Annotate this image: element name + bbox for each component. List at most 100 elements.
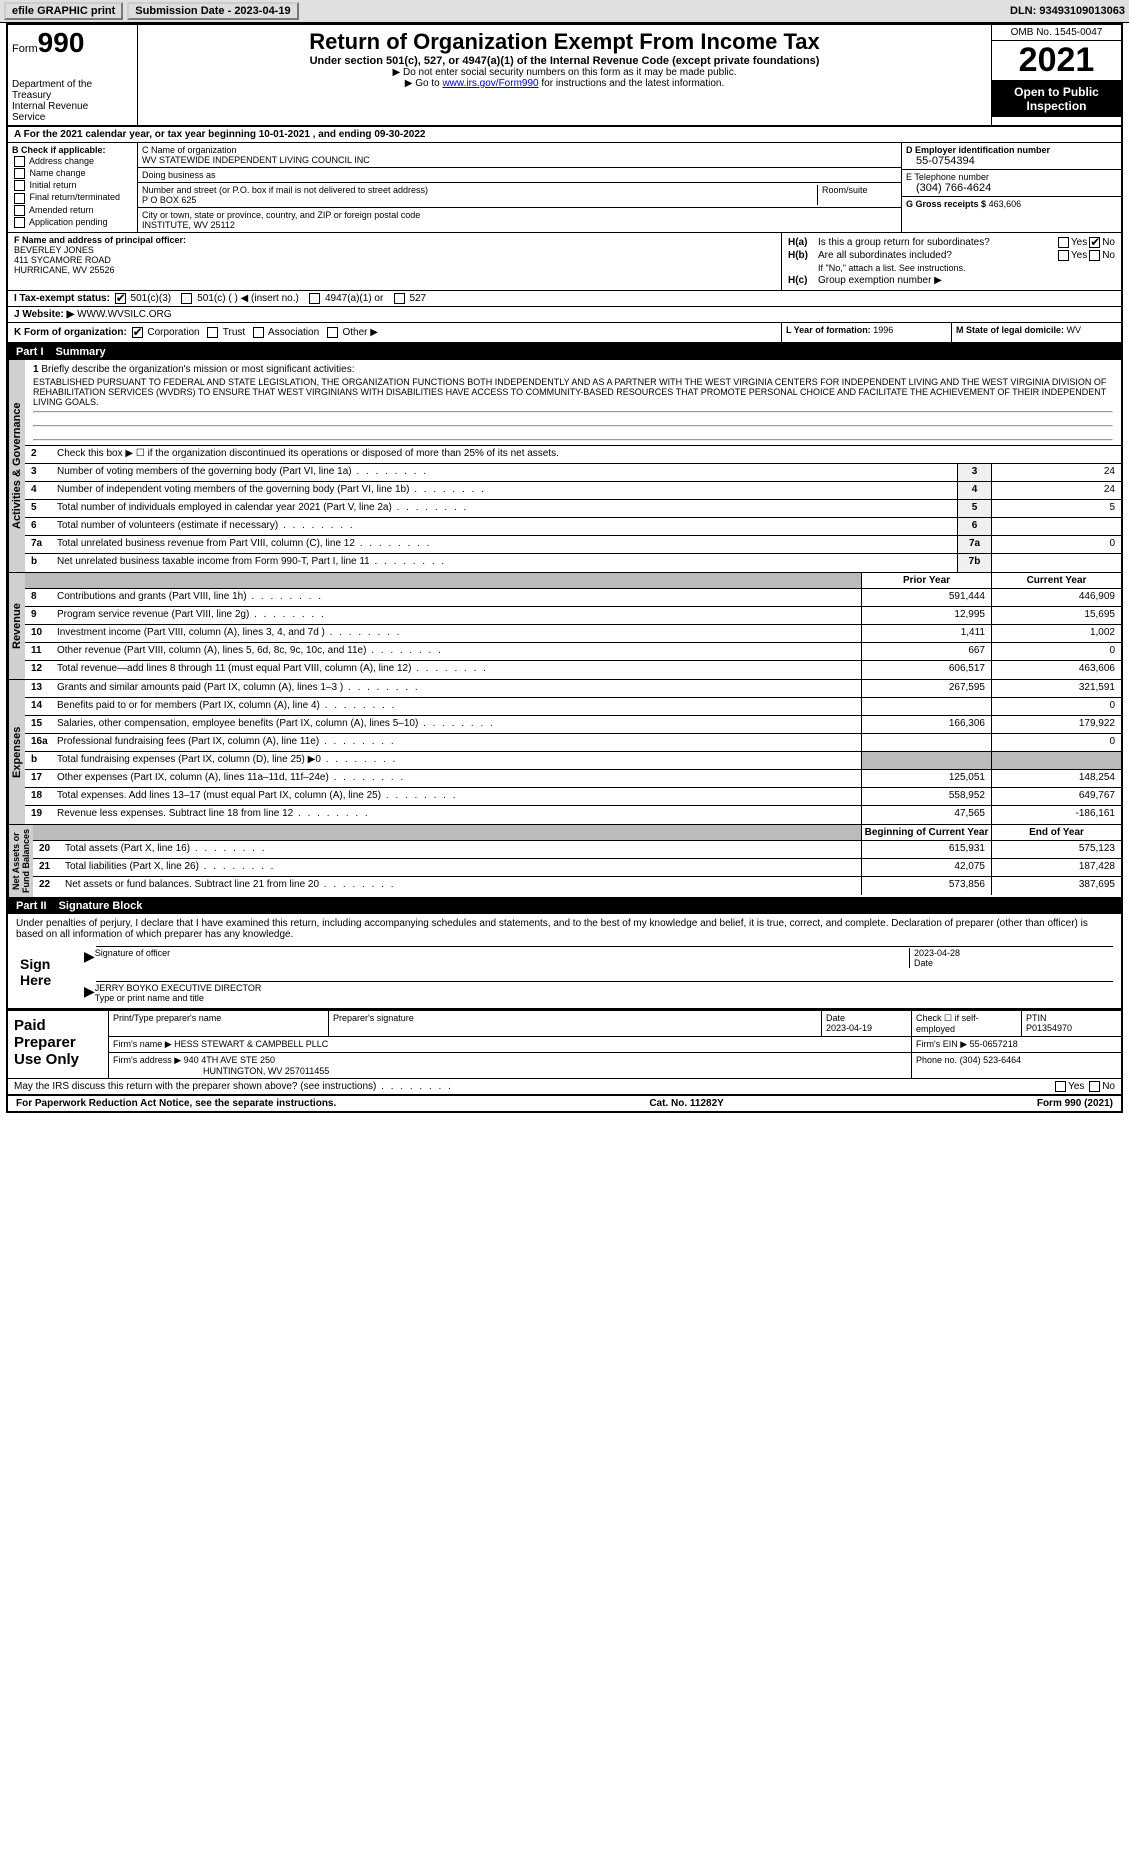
section-expenses: Expenses 13Grants and similar amounts pa… bbox=[8, 680, 1121, 825]
instructions-note: ▶ Go to www.irs.gov/Form990 for instruct… bbox=[142, 78, 987, 89]
section-governance: Activities & Governance 1 Briefly descri… bbox=[8, 360, 1121, 573]
irs-link[interactable]: www.irs.gov/Form990 bbox=[442, 78, 538, 89]
gov-line-7a: 7aTotal unrelated business revenue from … bbox=[25, 536, 1121, 554]
sign-here-label: Sign Here bbox=[16, 946, 76, 1004]
cb-501c[interactable] bbox=[181, 293, 192, 304]
discuss-row: May the IRS discuss this return with the… bbox=[8, 1078, 1121, 1094]
exp-lines-line-16a: 16aProfessional fundraising fees (Part I… bbox=[25, 734, 1121, 752]
cb-application-pending[interactable]: Application pending bbox=[12, 217, 133, 228]
gov-line-b: bNet unrelated business taxable income f… bbox=[25, 554, 1121, 572]
col-c-org-info: C Name of organizationWV STATEWIDE INDEP… bbox=[138, 143, 901, 232]
org-address: P O BOX 625 bbox=[142, 195, 817, 205]
signature-section: Under penalties of perjury, I declare th… bbox=[8, 914, 1121, 1009]
section-f-h: F Name and address of principal officer:… bbox=[8, 233, 1121, 291]
gross-receipts: 463,606 bbox=[989, 199, 1022, 209]
vert-governance: Activities & Governance bbox=[8, 360, 25, 572]
exp-lines-line-13: 13Grants and similar amounts paid (Part … bbox=[25, 680, 1121, 698]
cb-4947[interactable] bbox=[309, 293, 320, 304]
cb-association[interactable] bbox=[253, 327, 264, 338]
net-header: Beginning of Current Year End of Year bbox=[33, 825, 1121, 841]
form-subtitle: Under section 501(c), 527, or 4947(a)(1)… bbox=[142, 55, 987, 67]
cb-amended-return[interactable]: Amended return bbox=[12, 205, 133, 216]
row-a-tax-year: A For the 2021 calendar year, or tax yea… bbox=[8, 127, 1121, 143]
cb-other[interactable] bbox=[327, 327, 338, 338]
gov-line-3: 3Number of voting members of the governi… bbox=[25, 464, 1121, 482]
form-header: Form990 Department of the Treasury Inter… bbox=[8, 25, 1121, 127]
cb-address-change[interactable]: Address change bbox=[12, 156, 133, 167]
preparer-label: Paid Preparer Use Only bbox=[8, 1011, 108, 1078]
vert-expenses: Expenses bbox=[8, 680, 25, 824]
form-number: 990 bbox=[38, 27, 85, 58]
cb-corporation[interactable] bbox=[132, 327, 143, 338]
vert-revenue: Revenue bbox=[8, 573, 25, 679]
ha-no[interactable] bbox=[1089, 237, 1100, 248]
section-h: H(a)Is this a group return for subordina… bbox=[781, 233, 1121, 290]
exp-lines-line-18: 18Total expenses. Add lines 13–17 (must … bbox=[25, 788, 1121, 806]
hb-no[interactable] bbox=[1089, 250, 1100, 261]
cb-501c3[interactable] bbox=[115, 293, 126, 304]
mission-block: 1 Briefly describe the organization's mi… bbox=[25, 360, 1121, 446]
net-lines-line-22: 22Net assets or fund balances. Subtract … bbox=[33, 877, 1121, 895]
form-990-container: Form990 Department of the Treasury Inter… bbox=[6, 23, 1123, 1113]
section-b-c-d: B Check if applicable: Address change Na… bbox=[8, 143, 1121, 233]
gov-line-6: 6Total number of volunteers (estimate if… bbox=[25, 518, 1121, 536]
col-b-checkboxes: B Check if applicable: Address change Na… bbox=[8, 143, 138, 232]
row-k-form-org: K Form of organization: Corporation Trus… bbox=[8, 323, 1121, 344]
principal-officer: F Name and address of principal officer:… bbox=[8, 233, 781, 290]
exp-lines-line-17: 17Other expenses (Part IX, column (A), l… bbox=[25, 770, 1121, 788]
submission-date-button[interactable]: Submission Date - 2023-04-19 bbox=[127, 2, 298, 20]
firm-name: HESS STEWART & CAMPBELL PLLC bbox=[174, 1039, 328, 1049]
cb-name-change[interactable]: Name change bbox=[12, 168, 133, 179]
firm-ein: 55-0657218 bbox=[970, 1039, 1018, 1049]
ssn-note: ▶ Do not enter social security numbers o… bbox=[142, 67, 987, 78]
hb-yes[interactable] bbox=[1058, 250, 1069, 261]
net-lines-line-21: 21Total liabilities (Part X, line 26)42,… bbox=[33, 859, 1121, 877]
gov-line-2: 2Check this box ▶ ☐ if the organization … bbox=[25, 446, 1121, 464]
gov-line-5: 5Total number of individuals employed in… bbox=[25, 500, 1121, 518]
ptin: P01354970 bbox=[1026, 1023, 1072, 1033]
section-revenue: Revenue Prior Year Current Year 8Contrib… bbox=[8, 573, 1121, 680]
officer-name: JERRY BOYKO EXECUTIVE DIRECTOR bbox=[95, 983, 262, 993]
bottom-footer: For Paperwork Reduction Act Notice, see … bbox=[8, 1094, 1121, 1111]
part-2-header: Part II Signature Block bbox=[8, 898, 1121, 914]
form-title: Return of Organization Exempt From Incom… bbox=[142, 29, 987, 55]
rev-lines-line-12: 12Total revenue—add lines 8 through 11 (… bbox=[25, 661, 1121, 679]
form-prefix: Form bbox=[12, 43, 38, 55]
cb-trust[interactable] bbox=[207, 327, 218, 338]
paid-preparer: Paid Preparer Use Only Print/Type prepar… bbox=[8, 1009, 1121, 1078]
vert-net-assets: Net Assets or Fund Balances bbox=[8, 825, 33, 897]
col-d-ein: D Employer identification number55-07543… bbox=[901, 143, 1121, 232]
exp-lines-line-14: 14Benefits paid to or for members (Part … bbox=[25, 698, 1121, 716]
dept-treasury: Department of the Treasury Internal Reve… bbox=[12, 79, 133, 123]
firm-phone: (304) 523-6464 bbox=[960, 1055, 1022, 1065]
phone: (304) 766-4624 bbox=[906, 182, 1117, 194]
discuss-yes[interactable] bbox=[1055, 1081, 1066, 1092]
rev-lines-line-11: 11Other revenue (Part VIII, column (A), … bbox=[25, 643, 1121, 661]
open-to-public: Open to Public Inspection bbox=[992, 81, 1121, 117]
mission-text: ESTABLISHED PURSUANT TO FEDERAL AND STAT… bbox=[33, 377, 1113, 407]
cb-final-return[interactable]: Final return/terminated bbox=[12, 192, 133, 203]
cb-527[interactable] bbox=[394, 293, 405, 304]
state-domicile: WV bbox=[1067, 325, 1082, 335]
org-name: WV STATEWIDE INDEPENDENT LIVING COUNCIL … bbox=[142, 155, 897, 165]
cb-initial-return[interactable]: Initial return bbox=[12, 180, 133, 191]
row-i-tax-status: I Tax-exempt status: 501(c)(3) 501(c) ( … bbox=[8, 291, 1121, 307]
part-1-header: Part I Summary bbox=[8, 344, 1121, 360]
rev-lines-line-8: 8Contributions and grants (Part VIII, li… bbox=[25, 589, 1121, 607]
ha-yes[interactable] bbox=[1058, 237, 1069, 248]
exp-lines-line-b: bTotal fundraising expenses (Part IX, co… bbox=[25, 752, 1121, 770]
ein: 55-0754394 bbox=[906, 155, 1117, 167]
website: WWW.WVSILC.ORG bbox=[77, 309, 171, 320]
omb-number: OMB No. 1545-0047 bbox=[992, 25, 1121, 41]
exp-lines-line-19: 19Revenue less expenses. Subtract line 1… bbox=[25, 806, 1121, 824]
year-formation: 1996 bbox=[873, 325, 893, 335]
top-toolbar: efile GRAPHIC print Submission Date - 20… bbox=[0, 0, 1129, 23]
efile-print-button[interactable]: efile GRAPHIC print bbox=[4, 2, 123, 20]
net-lines-line-20: 20Total assets (Part X, line 16)615,9315… bbox=[33, 841, 1121, 859]
row-j-website: J Website: ▶ WWW.WVSILC.ORG bbox=[8, 307, 1121, 323]
section-net-assets: Net Assets or Fund Balances Beginning of… bbox=[8, 825, 1121, 898]
perjury-text: Under penalties of perjury, I declare th… bbox=[16, 918, 1113, 940]
discuss-no[interactable] bbox=[1089, 1081, 1100, 1092]
dln-label: DLN: 93493109013063 bbox=[1010, 5, 1125, 17]
rev-lines-line-10: 10Investment income (Part VIII, column (… bbox=[25, 625, 1121, 643]
